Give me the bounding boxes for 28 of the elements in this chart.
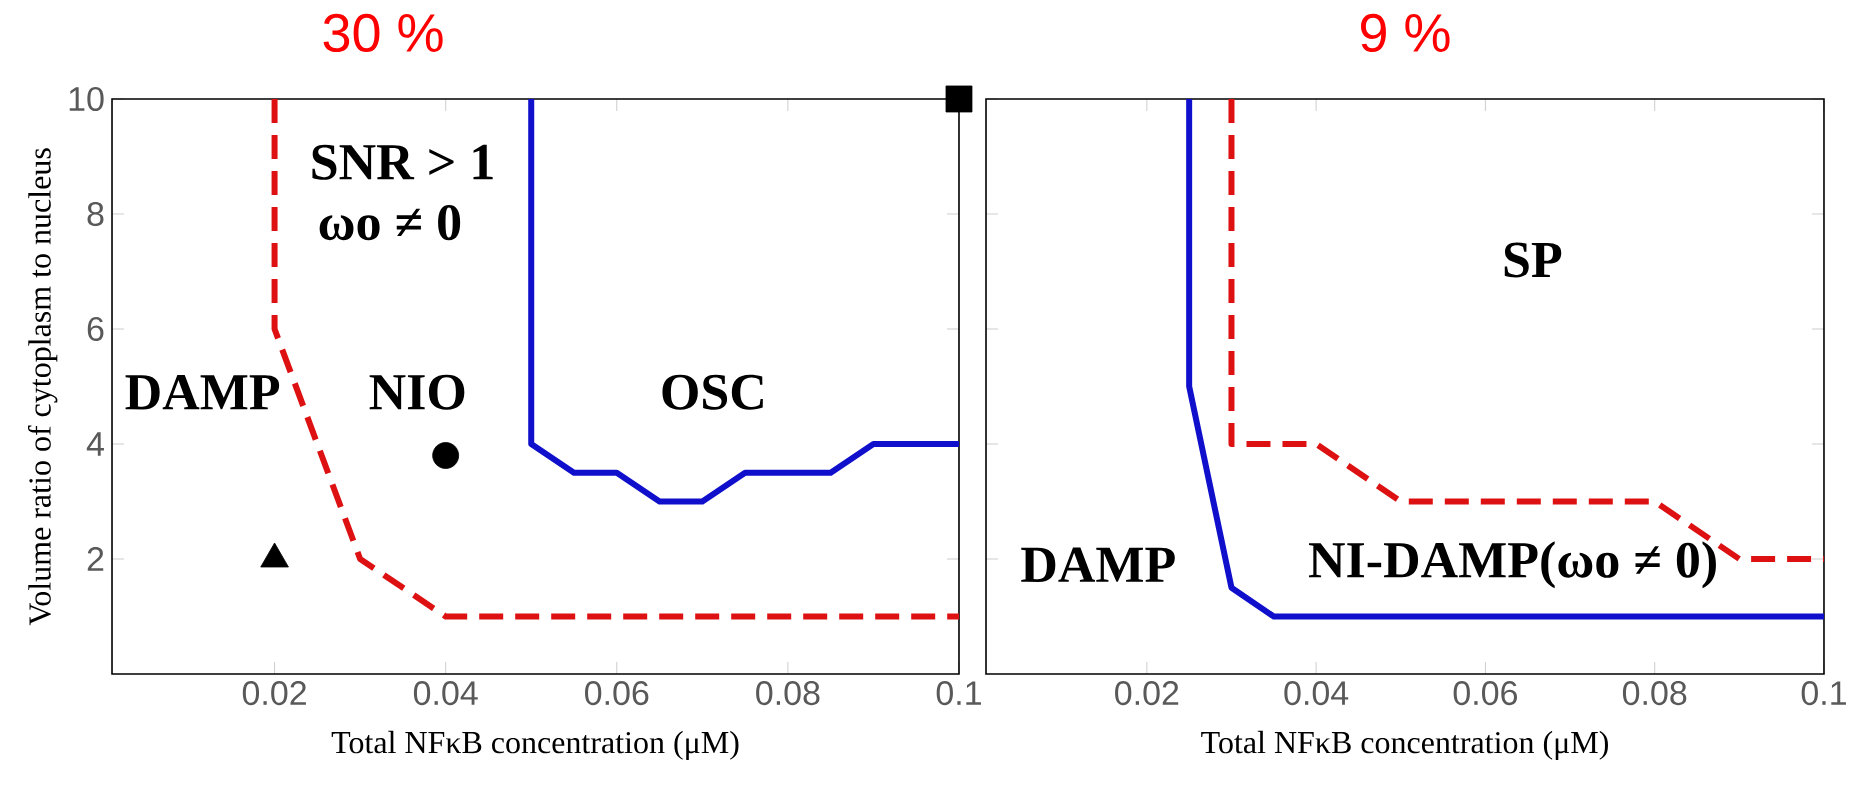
x-tick-label: 0.08 <box>1622 681 1687 706</box>
annotation: ωo ≠ 0 <box>319 205 461 241</box>
y-tick-label: 2 <box>87 547 104 571</box>
annotation: DAMP <box>1021 547 1175 582</box>
x-tick-label: 0.1 <box>936 681 981 706</box>
annotation: DAMP <box>125 375 280 410</box>
y-tick-label: 6 <box>87 316 104 342</box>
x-tick-label: 0.02 <box>242 681 306 706</box>
annotation: NIO <box>369 374 465 410</box>
x-axis-title: Total NFκB concentration (μM) <box>1201 730 1608 760</box>
annotation: SNR > 1 <box>312 144 493 180</box>
x-tick-label: 0.04 <box>413 681 478 706</box>
x-tick-label: 0.06 <box>585 681 649 706</box>
x-axis-title: Total NFκB concentration (μM) <box>331 730 739 760</box>
y-tick-label: 10 <box>69 86 104 112</box>
y-tick-label: 8 <box>87 201 104 227</box>
x-tick-label: 0.1 <box>1801 681 1846 706</box>
chart-title: 30 % <box>323 13 443 53</box>
y-axis-title: Volume ratio of cytoplasm to nucleus <box>27 148 58 626</box>
x-tick-label: 0.04 <box>1284 681 1349 706</box>
chart-title: 9 % <box>1361 13 1450 53</box>
x-tick-label: 0.08 <box>756 681 820 706</box>
x-tick-label: 0.02 <box>1115 681 1179 706</box>
annotation: SP <box>1504 242 1562 278</box>
annotation: NI-DAMP(ωo ≠ 0) <box>1308 541 1716 589</box>
y-tick-label: 4 <box>86 432 104 456</box>
x-tick-label: 0.06 <box>1453 681 1517 706</box>
annotation: OSC <box>662 374 763 410</box>
